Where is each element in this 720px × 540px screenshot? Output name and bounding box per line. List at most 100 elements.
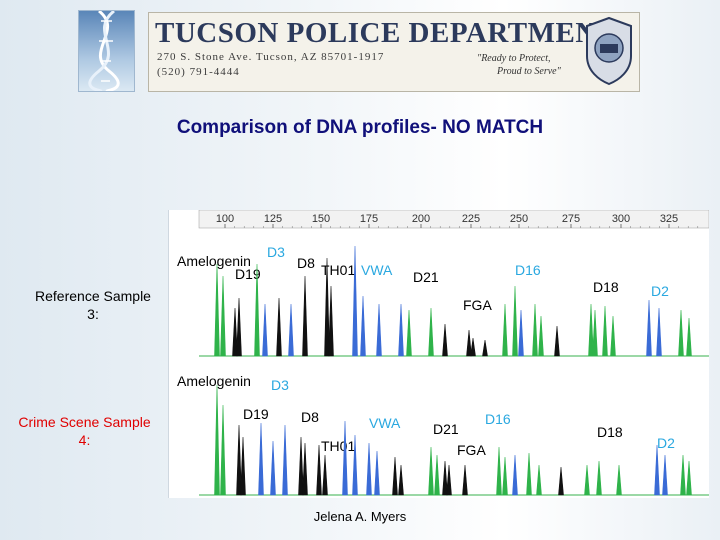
reference-peak [646,299,652,357]
electropherogram: 100 125 150 175 200 225 250 275 300 325 Amelogenin… [177,209,710,496]
crime-locus-label: D8 [301,409,319,425]
department-motto-line1: "Ready to Protect, [477,53,551,64]
department-name: TUCSON POLICE DEPARTMENT [155,17,617,49]
crime-peak [558,466,564,496]
crime-peak [270,440,276,496]
reference-peak [398,303,404,357]
department-motto-line2: Proud to Serve" [497,66,561,77]
reference-peak [686,317,692,357]
reference-peak [288,303,294,357]
ruler-tick-label: 150 [312,213,330,225]
reference-locus-label: TH01 [321,262,355,278]
reference-locus-label: D16 [515,262,541,278]
crime-scene-sample-label: Crime Scene Sample 4: [2,413,167,449]
ruler-tick-label: 250 [510,213,528,225]
reference-peak [352,245,358,357]
crime-peak [428,446,434,496]
crime-scene-sample-label-line2: 4: [78,432,91,448]
crime-peak [616,464,622,496]
reference-peak [220,275,226,357]
crime-peak [214,384,220,496]
reference-peak [518,309,524,357]
ruler-tick-label: 325 [660,213,678,225]
crime-peak [686,460,692,496]
reference-peak [428,307,434,357]
reference-peak [532,303,538,357]
reference-peak [442,323,448,357]
reference-peak [328,285,334,357]
crime-peak [352,434,358,496]
reference-peak [214,263,220,357]
crime-peak [536,464,542,496]
crime-peak [298,436,304,496]
reference-locus-label: D8 [297,255,315,271]
crime-peak [220,404,226,496]
reference-peak [482,339,488,357]
reference-peak [502,303,508,357]
crime-peak [236,424,242,496]
crime-locus-label: TH01 [321,438,355,454]
crime-locus-label: VWA [369,415,401,431]
reference-peak [466,329,472,357]
reference-peak [512,285,518,357]
department-address: 270 S. Stone Ave. Tucson, AZ 85701-1917 [157,51,385,63]
crime-peak [654,444,660,496]
reference-locus-label: FGA [463,297,492,313]
reference-peak [538,315,544,357]
reference-sample-label: Reference Sample 3: [18,287,168,323]
crime-peak [322,454,328,496]
police-badge-icon [586,16,632,86]
crime-peak [496,446,502,496]
reference-peak [324,257,330,357]
crime-locus-label: Amelogenin [177,373,251,389]
ruler-tick-label: 200 [412,213,430,225]
reference-locus-label: D18 [593,279,619,295]
ruler-tick-label: 300 [612,213,630,225]
crime-peak [662,454,668,496]
crime-peak [258,422,264,496]
crime-peak [526,452,532,496]
crime-peak [392,456,398,496]
slide-title: Comparison of DNA profiles- NO MATCH [176,117,544,138]
crime-locus-label: D3 [271,377,289,393]
reference-peak [276,297,282,357]
reference-locus-label: D19 [235,266,261,282]
reference-peak [470,337,476,357]
ruler-tick-label: 125 [264,213,282,225]
reference-peak [302,275,308,357]
reference-peak [236,297,242,357]
reference-peak [254,263,260,357]
crime-peak [512,454,518,496]
reference-locus-label: D21 [413,269,439,285]
ruler-tick-label: 100 [216,213,234,225]
crime-peak [462,464,468,496]
reference-peak [592,309,598,357]
crime-peak [366,442,372,496]
reference-peak [588,303,594,357]
crime-locus-label: FGA [457,442,486,458]
crime-locus-label: D18 [597,424,623,440]
crime-peak [442,460,448,496]
crime-peak [240,436,246,496]
reference-peak [656,307,662,357]
crime-locus-label: D19 [243,406,269,422]
dna-helix-icon [88,9,120,93]
reference-peak [602,305,608,357]
department-banner: TUCSON POLICE DEPARTMENT 270 S. Stone Av… [148,12,640,92]
electropherogram-panel: 100 125 150 175 200 225 250 275 300 325 Amelogenin… [168,209,710,498]
reference-sample-label-line2: 3: [87,306,99,322]
crime-locus-label: D2 [657,435,675,451]
reference-locus-label: Amelogenin [177,253,251,269]
author-credit: Jelena A. Myers [313,509,407,524]
department-phone: (520) 791-4444 [157,66,240,78]
crime-peak [596,460,602,496]
dna-helix-logo [78,9,135,93]
reference-locus-label: D2 [651,283,669,299]
crime-peak [398,464,404,496]
crime-peak [434,454,440,496]
reference-peak [610,315,616,357]
crime-peak [342,420,348,496]
crime-peak [282,424,288,496]
reference-locus-label: D3 [267,244,285,260]
reference-peak [678,309,684,357]
